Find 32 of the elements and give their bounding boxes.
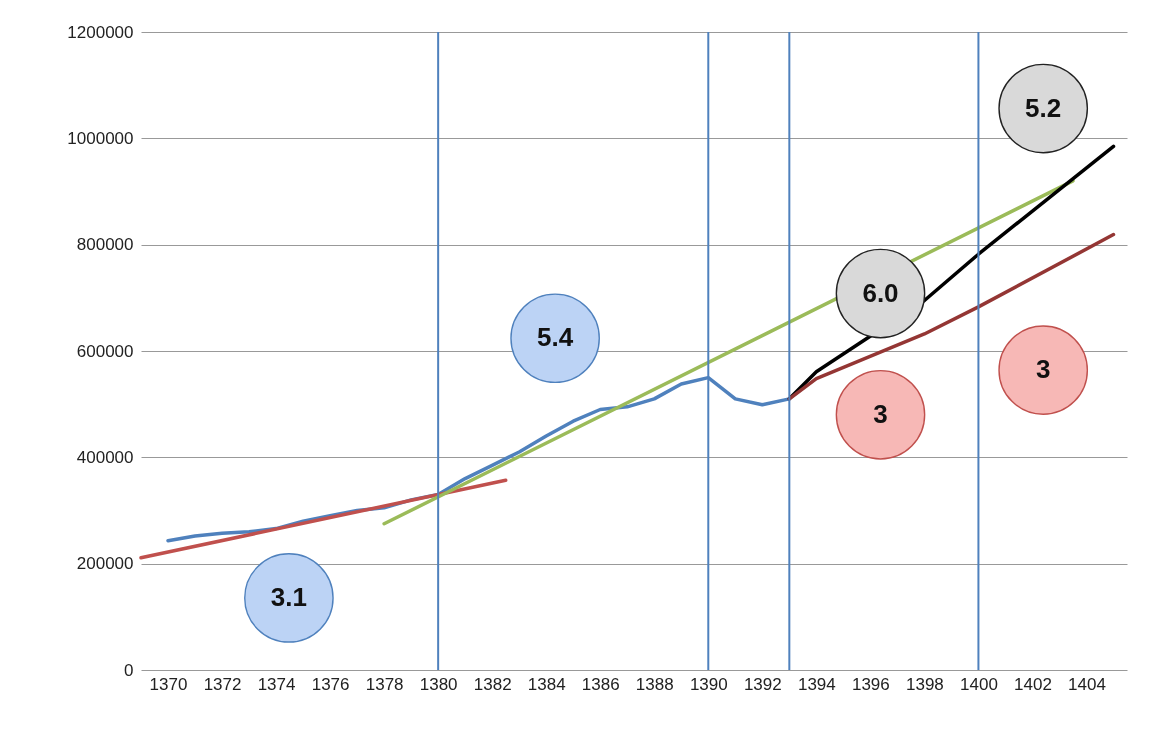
x-tick-label: 1378	[365, 674, 404, 694]
x-tick-label: 1388	[635, 674, 674, 694]
annotation: 6.0	[862, 277, 899, 308]
x-tick-label: 1370	[149, 674, 188, 694]
annotation: 5.4	[537, 322, 574, 353]
y-tick-label: 200000	[76, 554, 134, 574]
x-tick-label: 1374	[257, 674, 296, 694]
annotation: 3.1	[270, 581, 307, 612]
x-tick-label: 1392	[743, 674, 782, 694]
line-series	[787, 232, 1116, 401]
x-tick-label: 1372	[203, 674, 242, 694]
x-tick-label: 1376	[311, 674, 350, 694]
x-tick-label: 1398	[905, 674, 944, 694]
x-tick-label: 1384	[527, 674, 566, 694]
y-tick-label: 1200000	[67, 22, 134, 42]
x-tick-label: 1396	[851, 674, 890, 694]
x-tick-label: 1386	[581, 674, 620, 694]
y-tick-label: 800000	[76, 235, 134, 255]
y-tick-label: 0	[124, 660, 134, 680]
annotation: 5.2	[1025, 92, 1062, 123]
x-tick-label: 1382	[473, 674, 512, 694]
x-tick-label: 1390	[689, 674, 728, 694]
y-tick-label: 400000	[76, 447, 134, 467]
y-tick-label: 600000	[76, 341, 134, 361]
x-tick-label: 1380	[419, 674, 458, 694]
y-tick-label: 1000000	[67, 128, 134, 148]
x-tick-label: 1400	[960, 674, 998, 694]
annotation: 3	[873, 398, 888, 429]
x-tick-label: 1404	[1068, 674, 1106, 694]
x-tick-label: 1394	[797, 674, 836, 694]
x-tick-label: 1402	[1014, 674, 1052, 694]
annotation: 3	[1035, 354, 1051, 385]
